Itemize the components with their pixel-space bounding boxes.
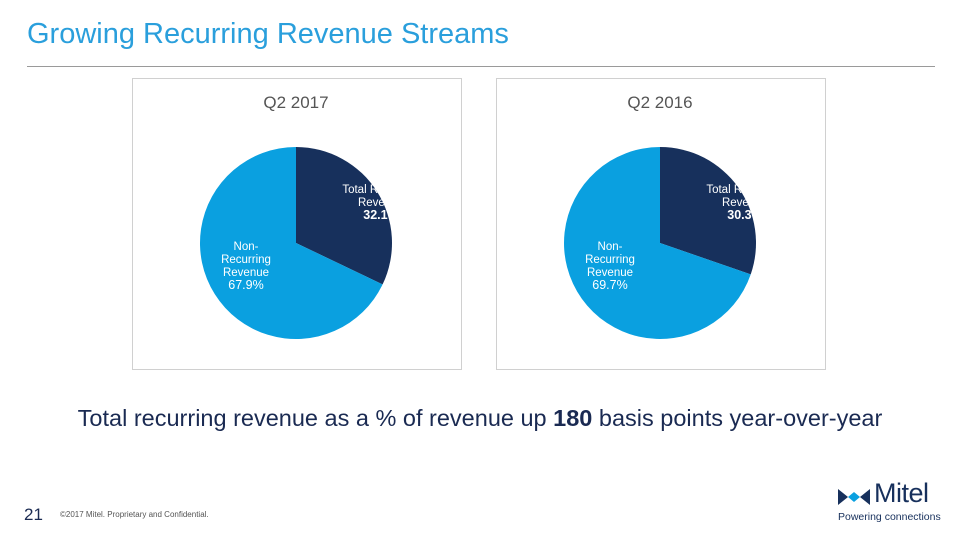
pie-slice-recurring — [660, 147, 757, 275]
data-label-non-recurring-value: 67.9% — [228, 278, 263, 292]
mitel-logo: Mitel Powering connections — [836, 478, 944, 524]
chart-title: Q2 2017 — [263, 93, 328, 112]
slide-title: Growing Recurring Revenue Streams — [27, 18, 509, 50]
data-label-non-recurring-text: Revenue — [587, 267, 633, 279]
data-label-non-recurring-text: Recurring — [585, 254, 635, 266]
pie-slice-non-recurring — [199, 147, 383, 339]
data-label-non-recurring-text: Non- — [234, 241, 259, 253]
pie-chart-q2-2017: Q2 2017 Total Recurring Revenue 32.1% Non- Re… — [132, 78, 462, 370]
data-label-recurring-value: 30.3% — [727, 208, 762, 222]
summary-text: Total recurring revenue as a % of revenu… — [0, 405, 960, 432]
logo-wordmark: Mitel — [874, 478, 929, 508]
mitel-logo-icon — [838, 489, 870, 505]
summary-suffix: basis points year-over-year — [592, 405, 883, 431]
data-label-recurring-text: Total Recurring — [706, 184, 783, 196]
pie-slice-recurring — [296, 147, 392, 285]
data-label-non-recurring-text: Recurring — [221, 254, 271, 266]
data-label-recurring-text: Revenue — [722, 197, 768, 209]
data-label-recurring-text: Total Recurring — [342, 184, 419, 196]
summary-bold-value: 180 — [553, 405, 593, 431]
copyright-text: ©2017 Mitel. Proprietary and Confidentia… — [60, 510, 209, 519]
data-label-recurring-text: Revenue — [358, 197, 404, 209]
page-number: 21 — [24, 505, 43, 524]
data-label-recurring-value: 32.1% — [363, 208, 398, 222]
data-label-non-recurring-text: Revenue — [223, 267, 269, 279]
data-label-non-recurring-text: Non- — [598, 241, 623, 253]
logo-tagline: Powering connections — [838, 511, 941, 523]
summary-prefix: Total recurring revenue as a % of revenu… — [77, 405, 554, 431]
chart-title: Q2 2016 — [627, 93, 692, 112]
pie-slice-non-recurring — [564, 147, 751, 339]
data-label-non-recurring-value: 69.7% — [592, 278, 627, 292]
title-divider — [27, 66, 935, 67]
pie-chart-q2-2016: Q2 2016 Total Recurring Revenue 30.3% Non- Re… — [496, 78, 826, 370]
